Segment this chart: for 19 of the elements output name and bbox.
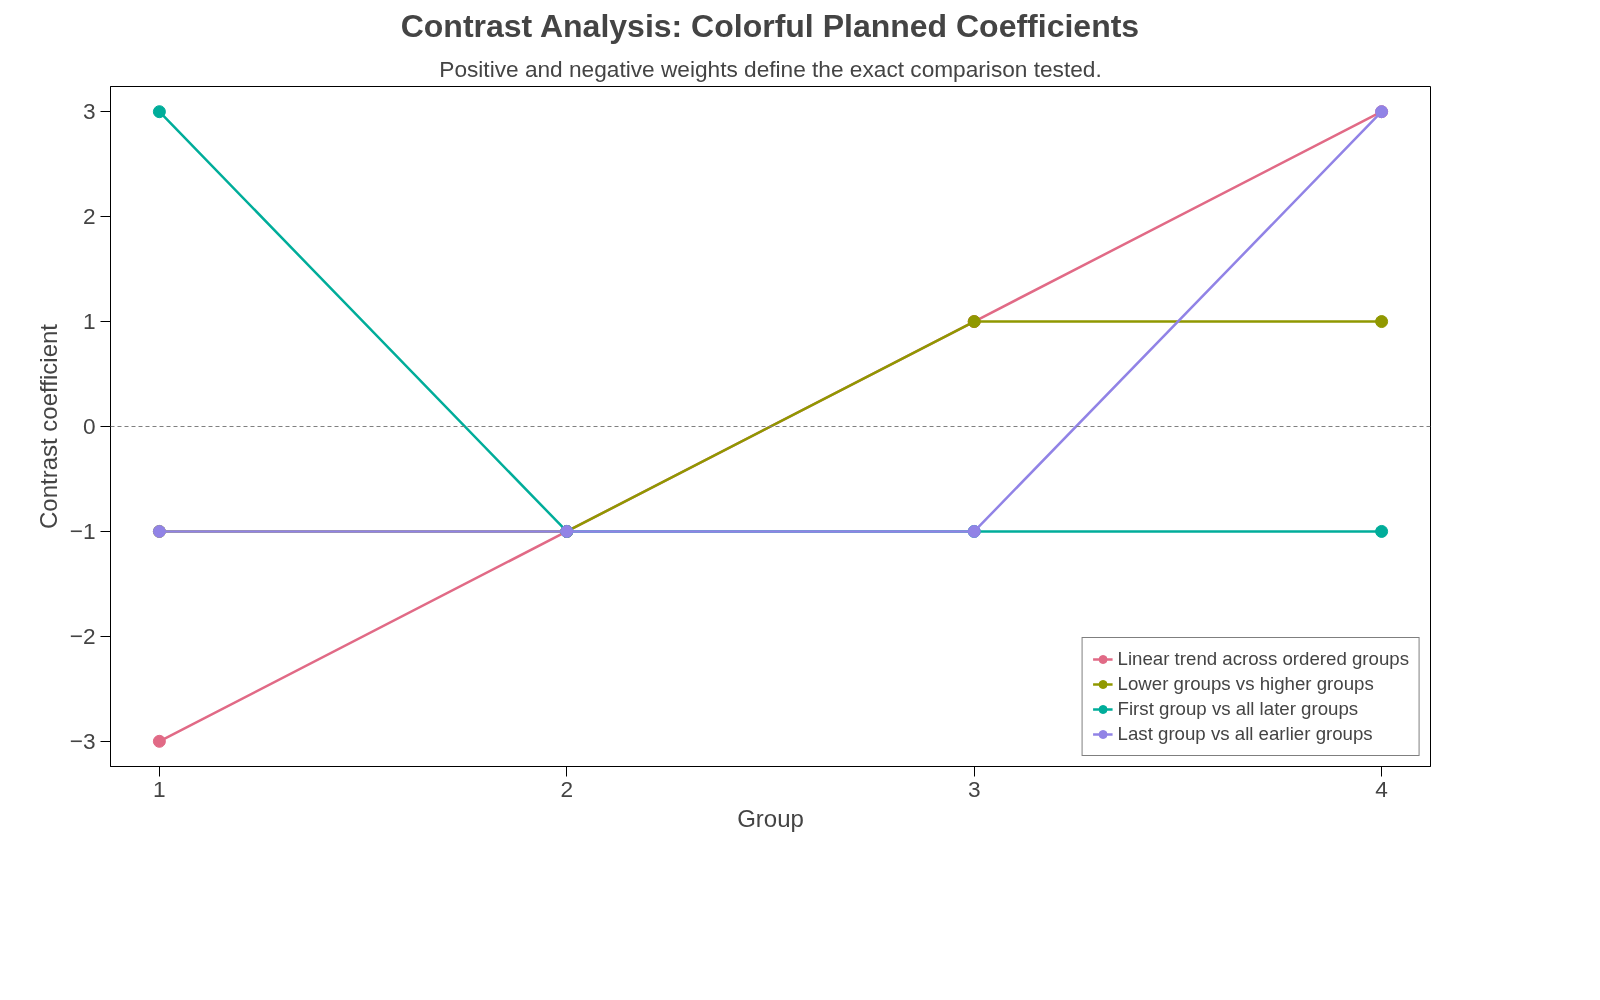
legend-label: First group vs all later groups <box>1117 698 1359 720</box>
y-tick-label: −2 <box>69 622 96 649</box>
y-tick-label: 2 <box>82 203 96 230</box>
y-tick-label: 1 <box>82 308 96 335</box>
chart-subtitle: Positive and negative weights define the exact comparison tested. <box>439 55 1102 82</box>
x-tick-label: 1 <box>153 775 166 802</box>
x-tick-label: 4 <box>1375 775 1388 802</box>
legend-label: Last group vs all earlier groups <box>1117 723 1373 745</box>
legend-label: Lower groups vs higher groups <box>1117 673 1374 695</box>
y-tick-label: 0 <box>82 413 96 439</box>
y-tick-label: −3 <box>69 727 96 754</box>
x-tick-label: 2 <box>560 775 574 802</box>
y-tick-label: 3 <box>82 98 96 125</box>
y-tick-label: −1 <box>69 517 96 544</box>
y-axis-title: Contrast coefficient <box>34 323 62 529</box>
chart-title: Contrast Analysis: Colorful Planned Coefficients <box>400 7 1140 44</box>
x-axis-title: Group <box>737 804 804 832</box>
legend-label: Linear trend across ordered groups <box>1117 648 1409 670</box>
x-tick-label: 3 <box>967 775 981 802</box>
